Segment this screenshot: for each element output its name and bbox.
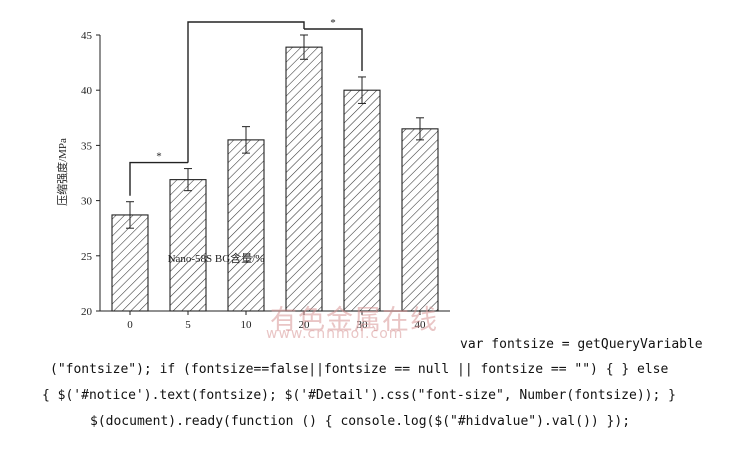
x-tick-label: 20 <box>299 319 311 331</box>
bar <box>285 46 323 312</box>
y-tick-label: 20 <box>81 306 93 318</box>
bar <box>169 179 207 312</box>
chart-bars <box>111 46 439 312</box>
watermark-url: www.cnnmol.com <box>266 326 404 342</box>
code-line-3: { $('#notice').text(fontsize); $('#Detai… <box>42 388 676 403</box>
bar <box>111 214 149 312</box>
x-tick-label: 40 <box>415 319 427 331</box>
x-axis-label: Nano-58S BG含量/% <box>168 251 265 265</box>
y-tick-label: 25 <box>81 251 93 263</box>
significance-label: * <box>330 17 336 29</box>
significance-label: * <box>156 151 162 163</box>
significance-bracket <box>304 28 363 71</box>
bar <box>401 128 439 312</box>
significance-bracket <box>129 161 188 196</box>
y-tick-label: 30 <box>81 196 93 208</box>
x-tick-label: 5 <box>185 319 191 331</box>
code-line-4: $(document).ready(function () { console.… <box>90 414 631 429</box>
chart-significance: ** <box>129 17 363 196</box>
watermark-chinese: 有色金属在线 <box>270 305 438 336</box>
code-line-2: ("fontsize"); if (fontsize==false||fonts… <box>50 362 669 377</box>
y-tick-label: 45 <box>81 30 93 42</box>
y-tick-label: 40 <box>81 85 93 97</box>
x-tick-label: 0 <box>127 319 133 331</box>
significance-bracket <box>187 21 305 163</box>
code-line-1: var fontsize = getQueryVariable <box>460 337 703 352</box>
y-tick-label: 35 <box>81 140 93 152</box>
chart-axes: 20 25 30 35 40 45 0 5 10 20 30 40 <box>81 30 450 331</box>
bar <box>227 139 265 312</box>
chart-error-bars <box>126 34 424 229</box>
x-tick-label: 10 <box>241 319 253 331</box>
bar <box>343 89 381 312</box>
x-tick-label: 30 <box>357 319 369 331</box>
y-axis-label: 压缩强度/MPa <box>55 138 69 206</box>
